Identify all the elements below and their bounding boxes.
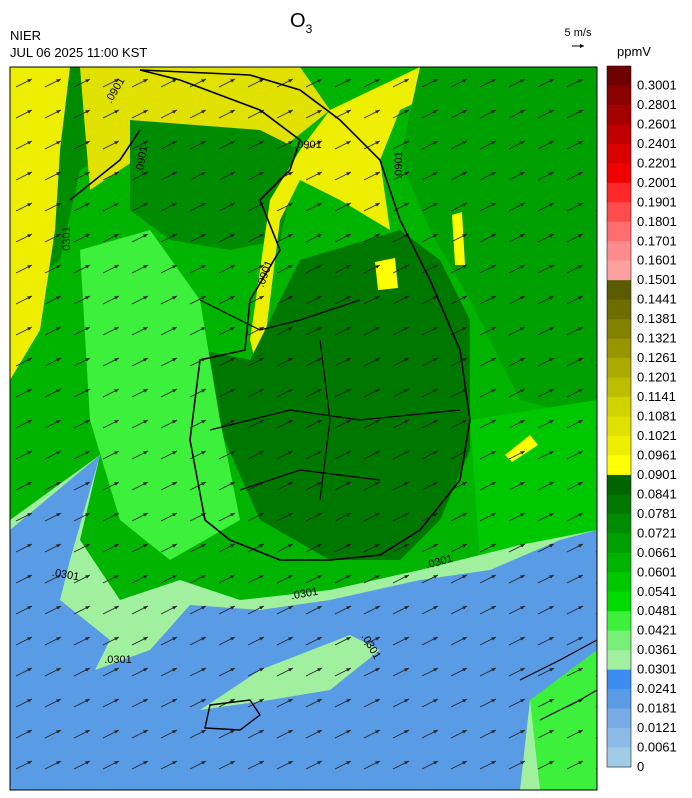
colorbar-swatch bbox=[607, 319, 631, 340]
colorbar-swatch bbox=[607, 435, 631, 456]
contour-label: .0901 bbox=[294, 139, 322, 151]
colorbar-unit: ppmV bbox=[617, 44, 651, 59]
colorbar-swatch bbox=[607, 513, 631, 534]
colorbar-label: 0.2401 bbox=[637, 136, 677, 151]
title-main: O bbox=[290, 10, 306, 32]
colorbar-label: 0.1501 bbox=[637, 272, 677, 287]
colorbar-label: 0.1021 bbox=[637, 428, 677, 443]
colorbar-label: 0.0061 bbox=[637, 740, 677, 755]
wind-scale-arrowhead bbox=[580, 44, 584, 48]
colorbar-label: 0.1601 bbox=[637, 253, 677, 268]
colorbar-swatch bbox=[607, 747, 631, 768]
colorbar-label: 0.3001 bbox=[637, 77, 677, 92]
colorbar-swatch bbox=[607, 66, 631, 86]
colorbar-label: 0.0841 bbox=[637, 486, 677, 501]
coastline bbox=[69, 69, 471, 561]
colorbar-swatch bbox=[607, 85, 631, 106]
colorbar-label: 0.0361 bbox=[637, 642, 677, 657]
colorbar-swatch bbox=[607, 124, 631, 145]
colorbar-swatch bbox=[607, 591, 631, 612]
colorbar-label: 0.1441 bbox=[637, 292, 677, 307]
colorbar-swatch bbox=[607, 260, 631, 281]
colorbar-label: 0.0961 bbox=[637, 447, 677, 462]
colorbar-swatch bbox=[607, 182, 631, 203]
colorbar-label: 0.1261 bbox=[637, 350, 677, 365]
title-subscript: 3 bbox=[306, 22, 313, 36]
colorbar-swatch bbox=[607, 358, 631, 379]
colorbar-swatch bbox=[607, 104, 631, 125]
colorbar-label: 0.2601 bbox=[637, 116, 677, 131]
colorbar-swatch bbox=[607, 241, 631, 262]
colorbar-swatch bbox=[607, 689, 631, 710]
contour-label: .0301 bbox=[290, 586, 319, 603]
colorbar-label: 0.1901 bbox=[637, 194, 677, 209]
agency: NIER bbox=[10, 28, 41, 43]
colorbar-label: 0.0481 bbox=[637, 603, 677, 618]
colorbar-label: 0.0661 bbox=[637, 545, 677, 560]
colorbar-swatch bbox=[607, 611, 631, 632]
colorbar-label: 0.0121 bbox=[637, 720, 677, 735]
colorbar-label: 0.0721 bbox=[637, 525, 677, 540]
colorbar-swatch bbox=[607, 455, 631, 476]
province-borders bbox=[199, 299, 461, 501]
colorbar-label: 0.0421 bbox=[637, 623, 677, 638]
colorbar-label: 0.1141 bbox=[637, 389, 676, 404]
map-frame bbox=[9, 66, 598, 791]
colorbar-swatch bbox=[607, 202, 631, 223]
contour-label: .0301 bbox=[51, 567, 80, 584]
colorbar-swatch bbox=[607, 143, 631, 164]
jeju-coast bbox=[204, 699, 261, 731]
colorbar-label: 0.2001 bbox=[637, 175, 677, 190]
colorbar-label: 0.2801 bbox=[637, 97, 677, 112]
colorbar-swatch bbox=[607, 630, 631, 651]
colorbar-frame bbox=[606, 65, 632, 768]
colorbar-swatch bbox=[607, 533, 631, 554]
colorbar-label: 0.0901 bbox=[637, 467, 677, 482]
header: NIER JUL 06 2025 11:00 KST O3 5 m/s ppmV bbox=[10, 10, 651, 60]
colorbar-label: 0.0181 bbox=[637, 701, 677, 716]
japan-coast bbox=[519, 639, 597, 721]
colorbar-swatch bbox=[607, 552, 631, 573]
colorbar-swatch bbox=[607, 299, 631, 320]
colorbar-label: 0.0301 bbox=[637, 662, 677, 677]
wind-scale: 5 m/s bbox=[565, 27, 592, 39]
colorbar: 0.3001 0.2801 0.2601 0.2401 0.2201 0.2001 0.19… bbox=[606, 65, 677, 774]
wind-arrows bbox=[10, 67, 597, 790]
colorbar-swatch bbox=[607, 338, 631, 359]
colorbar-swatch bbox=[607, 494, 631, 515]
colorbar-label: 0.1201 bbox=[637, 370, 677, 385]
colorbar-label: 0 bbox=[637, 759, 644, 774]
colorbar-label: 0.0541 bbox=[637, 584, 677, 599]
map bbox=[10, 67, 597, 790]
colorbar-swatch bbox=[607, 669, 631, 690]
colorbar-swatch bbox=[607, 280, 631, 301]
colorbar-swatch bbox=[607, 416, 631, 437]
colorbar-swatch bbox=[607, 708, 631, 729]
colorbar-swatch bbox=[607, 397, 631, 417]
colorbar-swatch bbox=[607, 474, 631, 495]
colorbar-swatch bbox=[607, 221, 631, 242]
contour-label: .0901 bbox=[134, 145, 151, 174]
colorbar-label: 0.1081 bbox=[637, 409, 677, 424]
colorbar-label: 0.2201 bbox=[637, 155, 677, 170]
contour-label: .0301 bbox=[61, 226, 73, 254]
contour-label: .0901 bbox=[393, 151, 405, 179]
colorbar-swatch bbox=[607, 650, 631, 671]
colorbar-swatch bbox=[607, 377, 631, 398]
colorbar-label: 0.0601 bbox=[637, 564, 677, 579]
datetime: JUL 06 2025 11:00 KST bbox=[10, 45, 147, 60]
colorbar-swatch bbox=[607, 163, 631, 184]
colorbar-label: 0.0781 bbox=[637, 506, 677, 521]
colorbar-label: 0.1381 bbox=[637, 311, 677, 326]
contour-label: .0301 bbox=[104, 654, 132, 666]
title: O3 bbox=[290, 10, 313, 36]
colorbar-label: 0.0241 bbox=[637, 681, 677, 696]
colorbar-swatch bbox=[607, 572, 631, 593]
colorbar-swatch bbox=[607, 728, 631, 749]
colorbar-label: 0.1321 bbox=[637, 331, 677, 346]
colorbar-label: 0.1701 bbox=[637, 233, 677, 248]
colorbar-label: 0.1801 bbox=[637, 214, 677, 229]
